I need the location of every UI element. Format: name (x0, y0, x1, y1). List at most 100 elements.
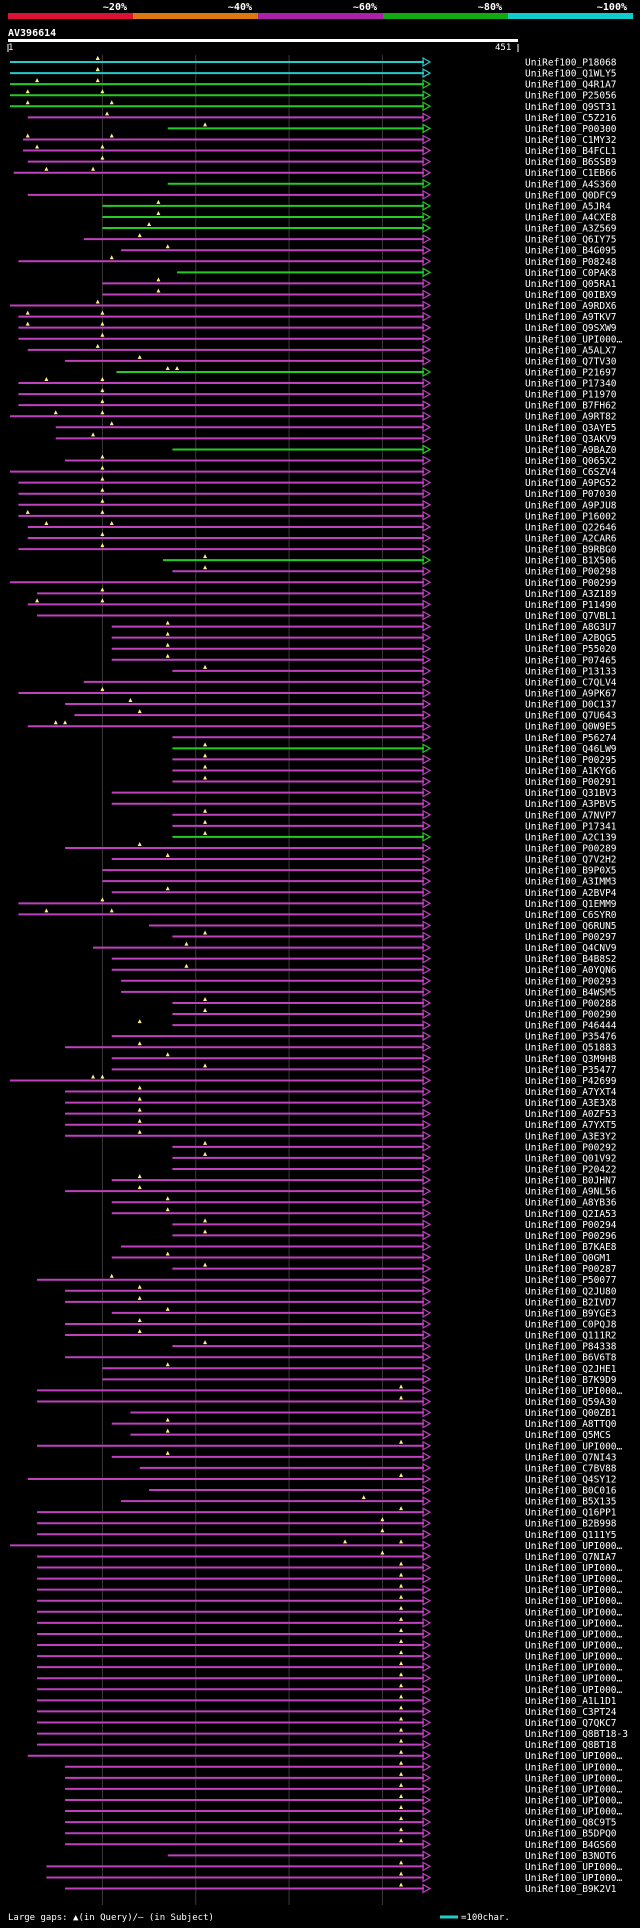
hit-label[interactable]: UniRef100_P16002 (525, 511, 617, 522)
hit-label[interactable]: UniRef100_P42699 (525, 1076, 617, 1087)
hit-label[interactable]: UniRef100_P00294 (525, 1220, 617, 1231)
hit-label[interactable]: UniRef100_Q0DFC9 (525, 190, 617, 201)
hit-label[interactable]: UniRef100_A0ZF53 (525, 1109, 617, 1120)
hit-label[interactable]: UniRef100_UPI000… (525, 1685, 623, 1696)
hit-label[interactable]: UniRef100_A3IMM3 (525, 877, 617, 888)
hit-label[interactable]: UniRef100_P17340 (525, 379, 617, 390)
hit-label[interactable]: UniRef100_C5Z216 (525, 113, 617, 124)
hit-label[interactable]: UniRef100_Q4R1A7 (525, 80, 617, 91)
hit-label[interactable]: UniRef100_C6SYR0 (525, 910, 617, 921)
hit-label[interactable]: UniRef100_Q1EMM9 (525, 899, 617, 910)
hit-label[interactable]: UniRef100_Q4SY12 (525, 1474, 617, 1485)
hit-label[interactable]: UniRef100_Q59A30 (525, 1397, 617, 1408)
hit-label[interactable]: UniRef100_P07030 (525, 489, 617, 500)
hit-label[interactable]: UniRef100_P25056 (525, 91, 617, 102)
hit-label[interactable]: UniRef100_UPI000… (525, 1663, 623, 1674)
hit-label[interactable]: UniRef100_UPI000… (525, 1641, 623, 1652)
hit-label[interactable]: UniRef100_Q7NI43 (525, 1452, 617, 1463)
hit-label[interactable]: UniRef100_UPI000… (525, 1574, 623, 1585)
hit-label[interactable]: UniRef100_P84338 (525, 1342, 617, 1353)
hit-label[interactable]: UniRef100_P00293 (525, 976, 617, 987)
hit-label[interactable]: UniRef100_Q2JU80 (525, 1286, 617, 1297)
hit-label[interactable]: UniRef100_P07465 (525, 655, 617, 666)
hit-label[interactable]: UniRef100_UPI000… (525, 1807, 623, 1818)
hit-label[interactable]: UniRef100_C3PT24 (525, 1707, 617, 1718)
hit-label[interactable]: UniRef100_A9PJU8 (525, 500, 617, 511)
hit-label[interactable]: UniRef100_P17341 (525, 821, 617, 832)
hit-label[interactable]: UniRef100_A2C139 (525, 832, 617, 843)
hit-label[interactable]: UniRef100_A9TKV7 (525, 312, 617, 323)
hit-label[interactable]: UniRef100_P13133 (525, 666, 617, 677)
hit-label[interactable]: UniRef100_UPI000… (525, 1762, 623, 1773)
hit-label[interactable]: UniRef100_UPI000… (525, 1585, 623, 1596)
hit-label[interactable]: UniRef100_Q05RA1 (525, 279, 617, 290)
hit-label[interactable]: UniRef100_A8YB36 (525, 1198, 617, 1209)
hit-label[interactable]: UniRef100_B9K2V1 (525, 1884, 617, 1895)
hit-label[interactable]: UniRef100_A4CXE8 (525, 212, 617, 223)
hit-label[interactable]: UniRef100_D0C137 (525, 700, 617, 711)
hit-label[interactable]: UniRef100_B7K9D9 (525, 1375, 617, 1386)
hit-label[interactable]: UniRef100_Q9SXW9 (525, 323, 617, 334)
hit-label[interactable]: UniRef100_Q065X2 (525, 456, 617, 467)
hit-label[interactable]: UniRef100_A9RT82 (525, 412, 617, 423)
hit-label[interactable]: UniRef100_Q7VBL1 (525, 611, 617, 622)
hit-label[interactable]: UniRef100_P00298 (525, 567, 617, 578)
hit-label[interactable]: UniRef100_UPI000… (525, 1596, 623, 1607)
hit-label[interactable]: UniRef100_Q8BT18 (525, 1740, 617, 1751)
hit-label[interactable]: UniRef100_A8TTQ0 (525, 1419, 617, 1430)
hit-label[interactable]: UniRef100_B4B8S2 (525, 954, 617, 965)
hit-label[interactable]: UniRef100_A8G3U7 (525, 622, 617, 633)
hit-label[interactable]: UniRef100_B0C016 (525, 1486, 617, 1497)
hit-label[interactable]: UniRef100_Q4CNV9 (525, 943, 617, 954)
hit-label[interactable]: UniRef100_Q2JHE1 (525, 1364, 617, 1375)
hit-label[interactable]: UniRef100_P00296 (525, 1231, 617, 1242)
hit-label[interactable]: UniRef100_A7YXT4 (525, 1087, 617, 1098)
hit-label[interactable]: UniRef100_A9PK67 (525, 688, 617, 699)
hit-label[interactable]: UniRef100_A5ALX7 (525, 345, 617, 356)
hit-label[interactable]: UniRef100_P18068 (525, 58, 617, 69)
hit-label[interactable]: UniRef100_UPI000… (525, 1795, 623, 1806)
hit-label[interactable]: UniRef100_B0JHN7 (525, 1176, 617, 1187)
hit-label[interactable]: UniRef100_A3E3Y2 (525, 1131, 617, 1142)
hit-label[interactable]: UniRef100_P00295 (525, 755, 617, 766)
hit-label[interactable]: UniRef100_UPI000… (525, 1541, 623, 1552)
hit-label[interactable]: UniRef100_Q111R2 (525, 1331, 617, 1342)
hit-label[interactable]: UniRef100_Q0W9E5 (525, 722, 617, 733)
hit-label[interactable]: UniRef100_C1EB66 (525, 168, 617, 179)
hit-label[interactable]: UniRef100_Q16PP1 (525, 1508, 617, 1519)
hit-label[interactable]: UniRef100_B7FH62 (525, 401, 617, 412)
hit-label[interactable]: UniRef100_UPI000… (525, 1386, 623, 1397)
hit-label[interactable]: UniRef100_Q111Y5 (525, 1530, 617, 1541)
hit-label[interactable]: UniRef100_A3Z189 (525, 589, 617, 600)
hit-label[interactable]: UniRef100_A7YXT5 (525, 1120, 617, 1131)
hit-label[interactable]: UniRef100_A9PG52 (525, 478, 617, 489)
hit-label[interactable]: UniRef100_Q8C9T5 (525, 1818, 617, 1829)
hit-label[interactable]: UniRef100_B9P0X5 (525, 866, 617, 877)
hit-label[interactable]: UniRef100_Q22646 (525, 522, 617, 533)
hit-label[interactable]: UniRef100_A4S360 (525, 179, 617, 190)
hit-label[interactable]: UniRef100_B1X506 (525, 556, 617, 567)
hit-label[interactable]: UniRef100_A2BVP4 (525, 888, 617, 899)
hit-label[interactable]: UniRef100_Q1WLY5 (525, 69, 617, 80)
hit-label[interactable]: UniRef100_A9NL56 (525, 1187, 617, 1198)
hit-label[interactable]: UniRef100_B5DPQ0 (525, 1829, 617, 1840)
hit-label[interactable]: UniRef100_C7BV88 (525, 1463, 617, 1474)
hit-label[interactable]: UniRef100_A3PBV5 (525, 799, 617, 810)
hit-label[interactable]: UniRef100_Q7TV30 (525, 356, 617, 367)
hit-label[interactable]: UniRef100_Q7V2H2 (525, 855, 617, 866)
hit-label[interactable]: UniRef100_UPI000… (525, 1674, 623, 1685)
hit-label[interactable]: UniRef100_P46444 (525, 1021, 617, 1032)
hit-label[interactable]: UniRef100_P00288 (525, 998, 617, 1009)
hit-label[interactable]: UniRef100_Q7NIA7 (525, 1552, 617, 1563)
hit-label[interactable]: UniRef100_P56274 (525, 733, 617, 744)
hit-label[interactable]: UniRef100_Q7U643 (525, 711, 617, 722)
hit-label[interactable]: UniRef100_Q5MCS (525, 1430, 611, 1441)
hit-label[interactable]: UniRef100_C0PAK8 (525, 268, 617, 279)
hit-label[interactable]: UniRef100_P00289 (525, 843, 617, 854)
hit-label[interactable]: UniRef100_UPI000… (525, 1618, 623, 1629)
hit-label[interactable]: UniRef100_P35476 (525, 1032, 617, 1043)
hit-label[interactable]: UniRef100_P21697 (525, 367, 617, 378)
hit-label[interactable]: UniRef100_Q9ST31 (525, 102, 617, 113)
hit-label[interactable]: UniRef100_P11970 (525, 390, 617, 401)
hit-label[interactable]: UniRef100_A0YQN6 (525, 965, 617, 976)
